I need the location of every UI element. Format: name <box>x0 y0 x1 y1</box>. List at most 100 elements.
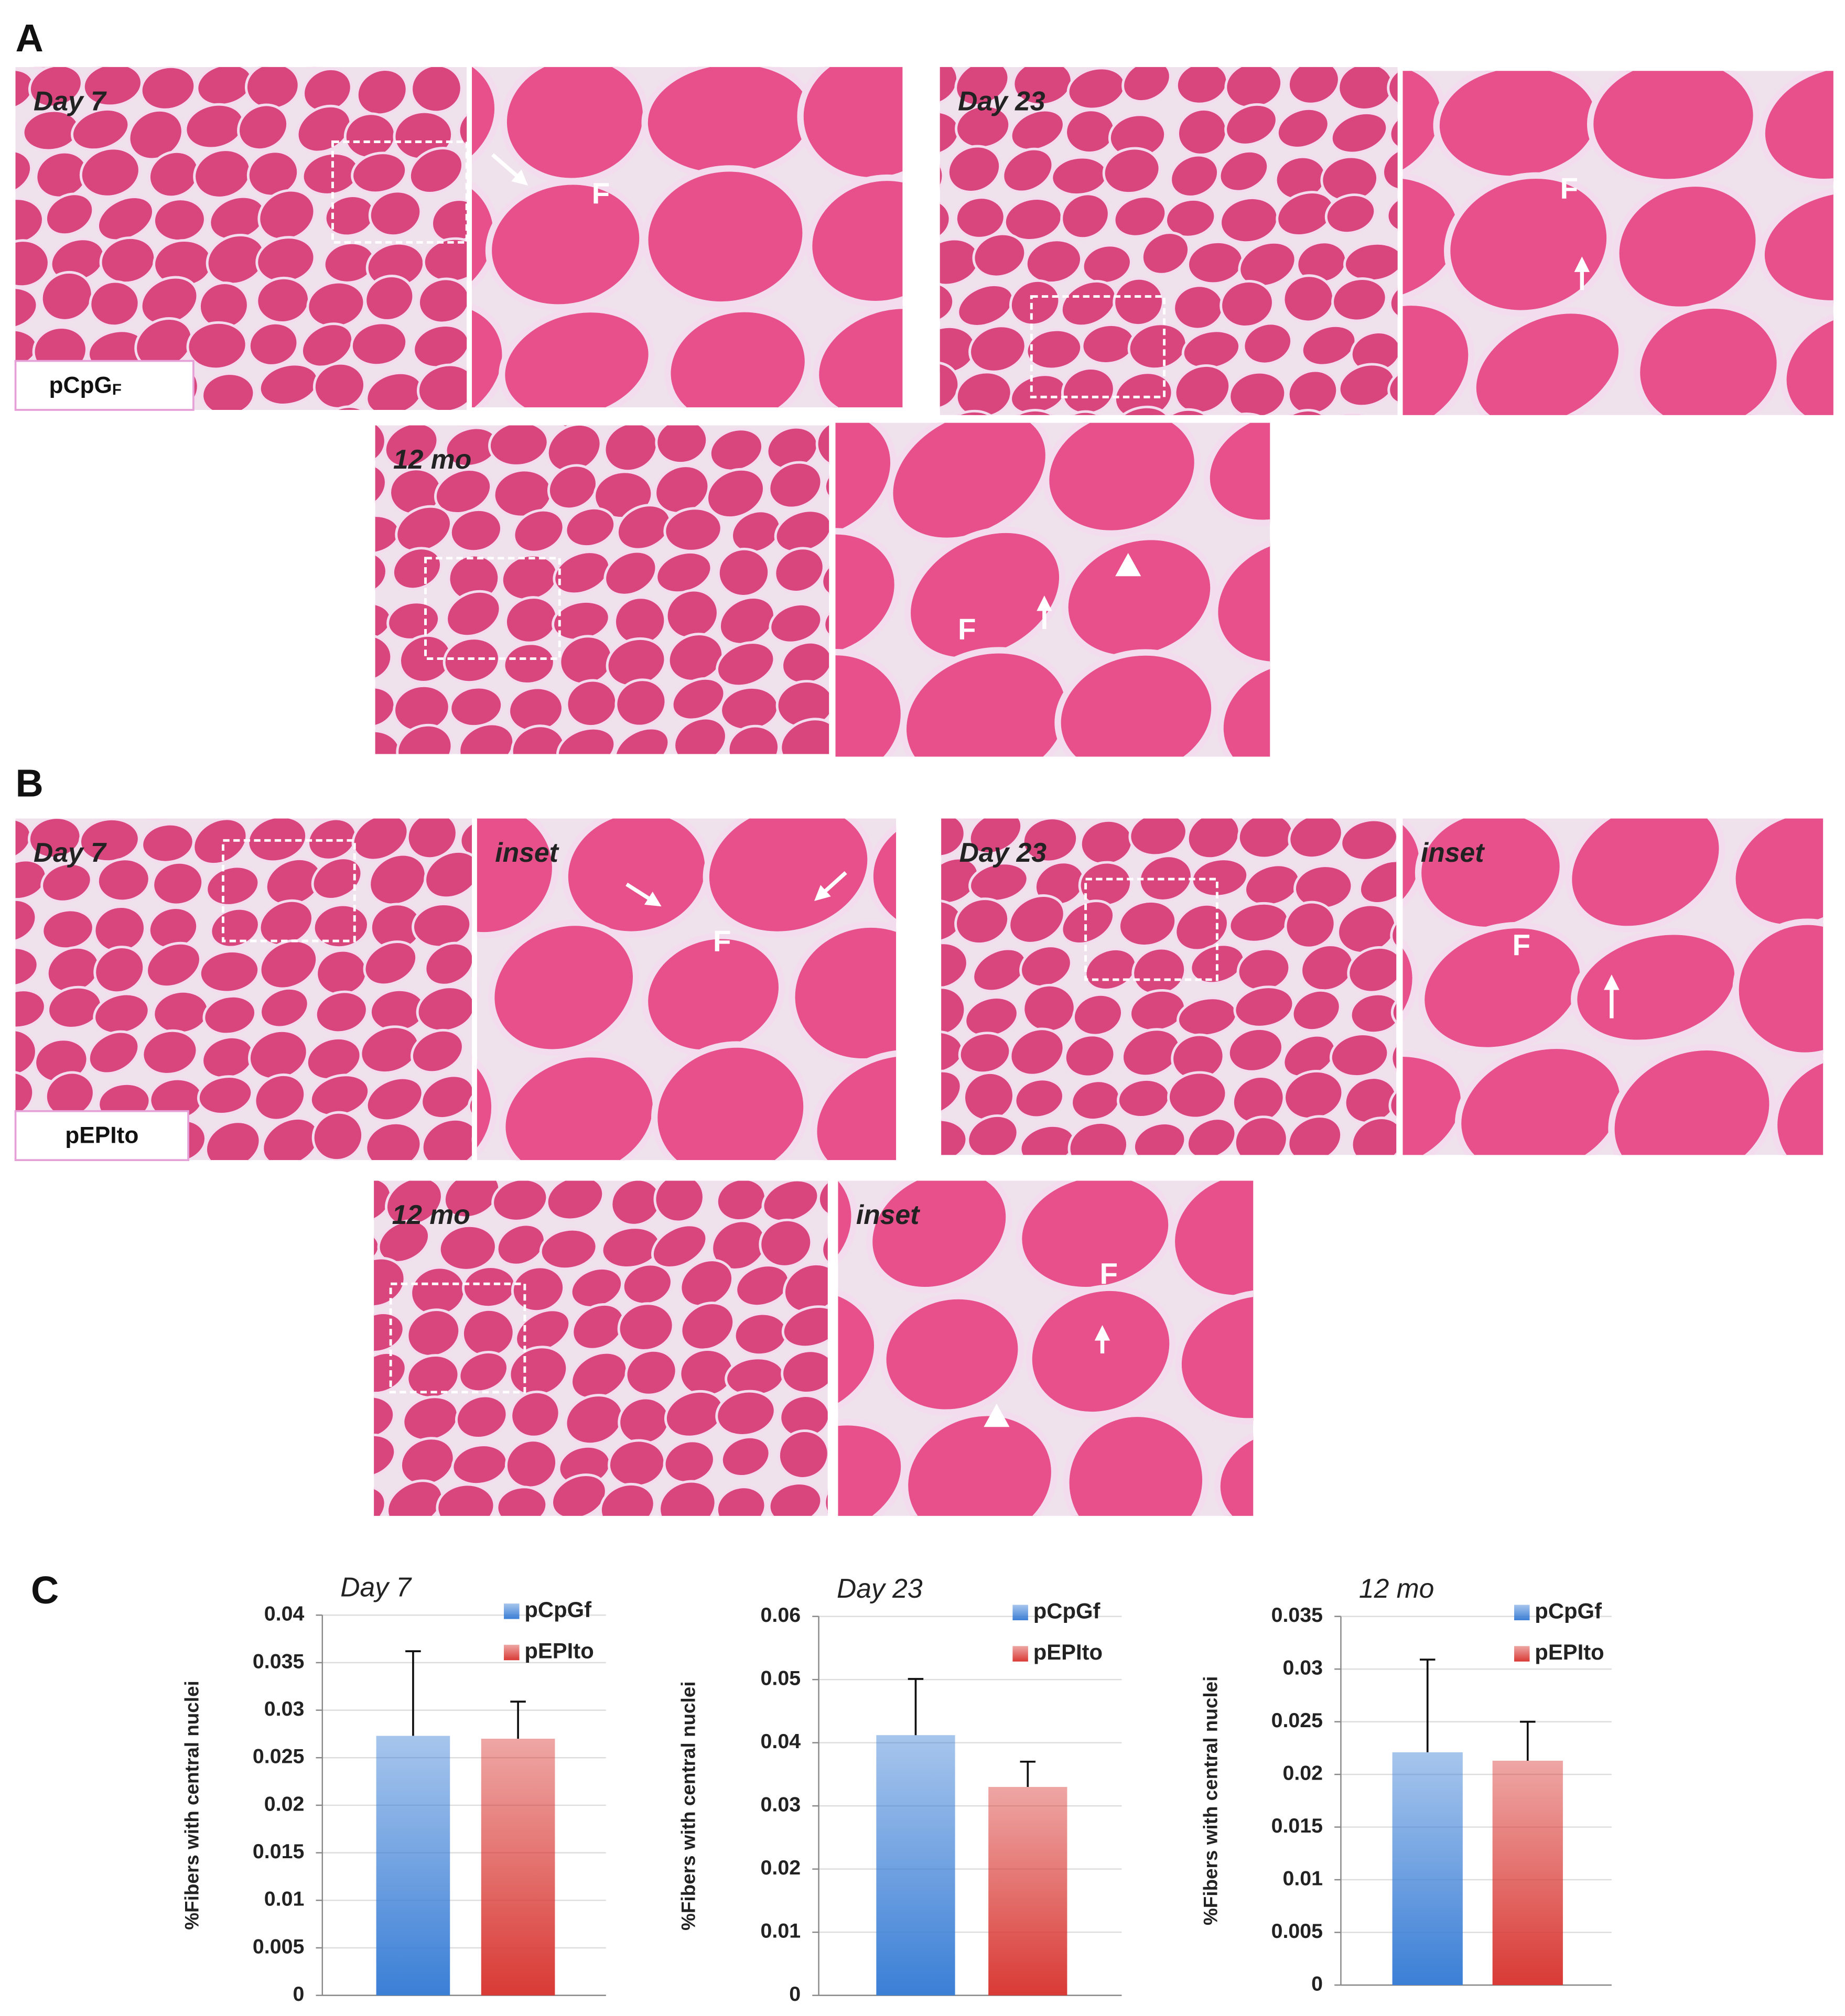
muscle-fiber <box>89 280 141 328</box>
muscle-fiber <box>406 1308 461 1358</box>
y-tick-label: 0.01 <box>264 1888 305 1911</box>
tag-label: pEPIto <box>65 1123 138 1148</box>
legend-swatch <box>504 1644 520 1661</box>
muscle-fiber <box>459 818 472 859</box>
muscle-fiber <box>15 946 39 988</box>
muscle-fiber <box>1218 149 1270 193</box>
muscle-fiber <box>940 67 959 106</box>
y-tick-label: 0.025 <box>253 1745 304 1768</box>
micrograph <box>472 67 903 408</box>
muscle-fiber <box>257 189 316 241</box>
muscle-fiber <box>954 897 1010 946</box>
muscle-fiber <box>93 946 146 994</box>
muscle-fiber <box>15 239 50 288</box>
muscle-fiber <box>492 1516 562 1582</box>
muscle-fiber <box>238 772 297 818</box>
muscle-fiber <box>182 10 245 68</box>
y-tick-label: 0.04 <box>761 1730 801 1753</box>
muscle-fiber <box>1167 1071 1228 1120</box>
muscle-fiber <box>904 526 1066 664</box>
muscle-fiber <box>374 1228 381 1268</box>
muscle-fiber <box>708 1513 779 1577</box>
muscle-fiber <box>954 67 1010 107</box>
muscle-fiber <box>838 1419 908 1516</box>
tag-box <box>14 1110 189 1162</box>
muscle-fiber <box>128 15 189 63</box>
muscle-fiber <box>671 677 726 721</box>
muscle-fiber <box>1388 110 1398 152</box>
y-tick-label: 0 <box>789 1982 801 2006</box>
muscle-fiber <box>1754 429 1845 558</box>
muscle-fiber <box>70 108 131 151</box>
muscle-fiber <box>659 1514 724 1573</box>
muscle-fiber <box>1633 302 1783 415</box>
muscle-fiber <box>141 1029 199 1076</box>
muscle-fiber <box>890 771 949 819</box>
muscle-fiber <box>1224 103 1278 146</box>
fiber-label: F <box>713 925 731 958</box>
muscle-fiber <box>182 757 251 823</box>
muscle-fiber <box>941 857 980 905</box>
chart-title: Day 23 <box>837 1573 923 1603</box>
muscle-fiber <box>139 67 197 111</box>
muscle-fiber <box>377 1219 430 1264</box>
fiber-label: F <box>1560 172 1578 205</box>
muscle-fiber <box>946 145 1002 193</box>
muscle-fiber <box>238 67 298 69</box>
legend-swatch <box>1514 1646 1530 1662</box>
y-tick-label: 0.015 <box>1271 1814 1323 1837</box>
muscle-fiber <box>395 505 452 553</box>
muscle-fiber <box>438 1224 498 1272</box>
muscle-fiber <box>1212 534 1270 668</box>
muscle-fiber <box>198 950 261 994</box>
muscle-fiber <box>1315 1151 1490 1316</box>
muscle-fiber <box>880 1293 1024 1416</box>
muscle-fiber <box>1758 71 1833 186</box>
muscle-fiber <box>1102 147 1161 195</box>
muscle-fiber <box>1238 241 1297 288</box>
y-tick-label: 0.015 <box>253 1840 304 1863</box>
y-tick-label: 0.035 <box>1271 1603 1323 1627</box>
muscle-fiber <box>673 717 728 754</box>
muscle-fiber <box>1771 1050 1824 1155</box>
muscle-fiber <box>1054 649 1218 757</box>
muscle-fiber <box>145 941 202 989</box>
error-bar <box>405 1650 421 1736</box>
muscle-fiber <box>420 1074 472 1120</box>
muscle-fiber <box>551 1473 608 1516</box>
micrograph <box>15 757 472 1218</box>
muscle-fiber <box>87 1030 141 1075</box>
y-tick-label: 0.03 <box>761 1793 801 1816</box>
muscle-fiber <box>1382 145 1398 192</box>
muscle-fiber <box>339 15 406 69</box>
muscle-fiber <box>311 1111 364 1161</box>
muscle-fiber <box>365 1076 424 1122</box>
muscle-fiber <box>1358 859 1397 905</box>
muscle-fiber <box>655 425 709 465</box>
error-bar <box>1020 1760 1036 1787</box>
muscle-fiber <box>1324 193 1377 235</box>
muscle-fiber <box>258 939 319 990</box>
muscle-fiber <box>781 1305 828 1349</box>
muscle-fiber <box>300 1161 363 1218</box>
muscle-fiber <box>0 408 53 456</box>
muscle-fiber <box>1060 192 1110 240</box>
muscle-fiber <box>205 865 261 907</box>
muscle-fiber <box>510 1390 561 1438</box>
muscle-fiber <box>39 407 107 468</box>
muscle-fiber <box>1009 109 1065 152</box>
muscle-fiber <box>408 147 464 194</box>
muscle-fiber <box>374 1485 387 1516</box>
muscle-fiber <box>147 410 210 462</box>
muscle-fiber <box>96 196 155 242</box>
muscle-fiber <box>1351 1163 1411 1211</box>
muscle-fiber <box>727 724 781 754</box>
y-tick-label: 0.02 <box>1282 1761 1323 1784</box>
muscle-fiber <box>1571 928 1741 1046</box>
muscle-fiber <box>1169 818 1219 819</box>
muscle-fiber <box>472 168 500 313</box>
muscle-fiber <box>424 941 472 987</box>
panel-label: C <box>31 1568 59 1612</box>
muscle-fiber <box>1060 279 1118 328</box>
muscle-fiber <box>333 1514 399 1573</box>
